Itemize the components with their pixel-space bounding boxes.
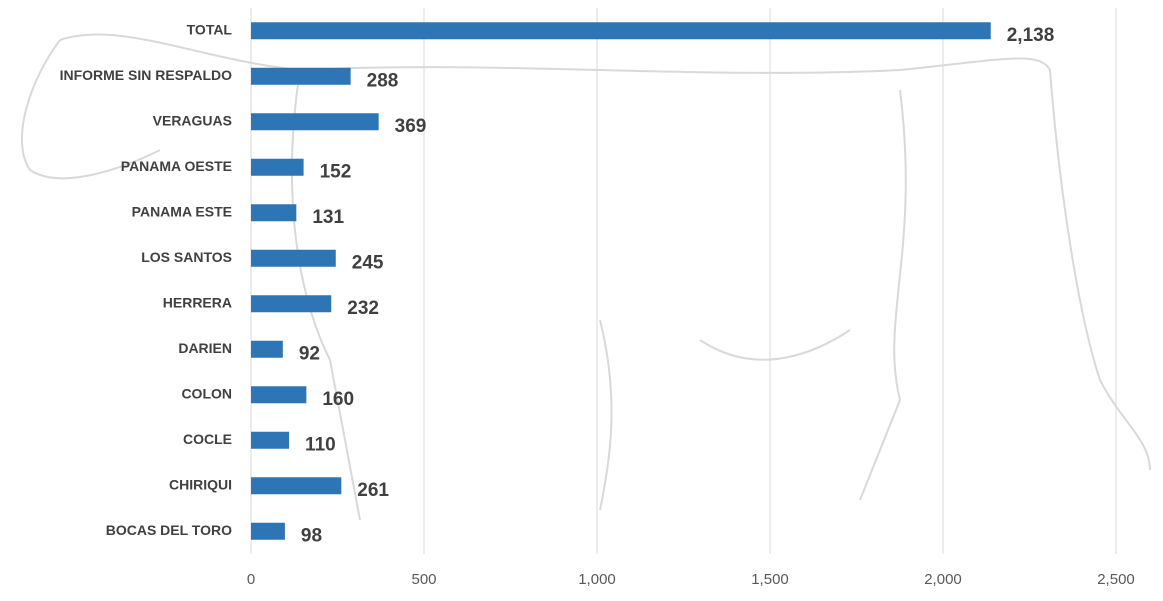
bar: [251, 113, 379, 131]
bar: [251, 477, 342, 495]
x-tick-label: 2,500: [1097, 571, 1135, 588]
y-tick-label: COCLE: [183, 431, 232, 447]
bar: [251, 295, 332, 313]
bar: [251, 431, 290, 449]
bar: [251, 249, 336, 267]
y-tick-label: TOTAL: [187, 21, 233, 37]
bar: [251, 22, 991, 40]
x-tick-label: 500: [411, 571, 436, 588]
value-label: 245: [352, 252, 384, 273]
bar: [251, 158, 304, 176]
bar: [251, 204, 297, 222]
value-label: 288: [367, 70, 399, 91]
value-label: 110: [305, 434, 336, 455]
x-tick-label: 1,500: [751, 571, 789, 588]
y-tick-label: LOS SANTOS: [141, 249, 232, 265]
y-tick-label: PANAMA OESTE: [121, 158, 232, 174]
y-tick-label: BOCAS DEL TORO: [106, 522, 232, 538]
y-tick-label: INFORME SIN RESPALDO: [60, 67, 233, 83]
value-label: 2,138: [1007, 25, 1055, 46]
x-tick-label: 2,000: [924, 571, 962, 588]
y-tick-label: HERRERA: [163, 294, 232, 310]
value-label: 232: [347, 298, 379, 319]
bar: [251, 67, 351, 85]
background-illustration: [21, 33, 1151, 521]
value-label: 160: [322, 389, 354, 410]
bar: [251, 386, 307, 404]
bar: [251, 522, 285, 540]
value-label: 152: [320, 161, 352, 182]
y-tick-label: COLON: [181, 385, 232, 401]
value-label: 92: [299, 343, 320, 364]
y-tick-label: CHIRIQUI: [169, 476, 232, 492]
y-tick-label: VERAGUAS: [153, 112, 232, 128]
bar: [251, 340, 283, 358]
x-tick-label: 1,000: [578, 571, 616, 588]
value-label: 98: [301, 525, 322, 546]
y-tick-label: DARIEN: [178, 340, 232, 356]
value-label: 131: [312, 207, 344, 228]
y-tick-label: PANAMA ESTE: [132, 203, 232, 219]
value-label: 369: [395, 116, 427, 137]
value-label: 261: [357, 480, 389, 501]
x-tick-label: 0: [247, 571, 255, 588]
